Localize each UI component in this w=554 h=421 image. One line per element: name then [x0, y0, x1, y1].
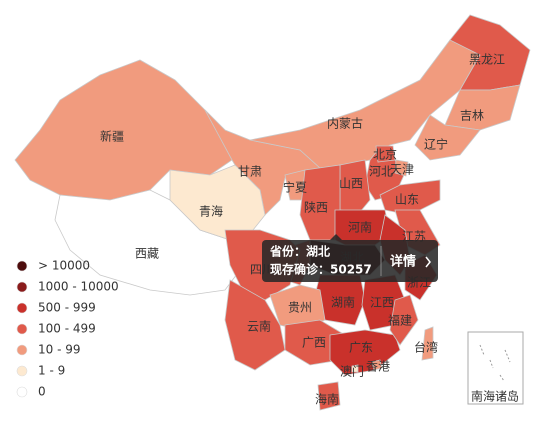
province [351, 364, 359, 373]
inset-islands [479, 344, 511, 382]
tooltip[interactable]: 省份：湖北 现存确诊：50257 详情 [262, 234, 438, 282]
province-label: 香港 [366, 360, 390, 374]
province-label: 台湾 [414, 340, 438, 355]
inset-label: 南海诸岛 [471, 389, 519, 404]
province-label: 澳门 [340, 364, 364, 379]
legend: > 10000 1000 - 10000 500 - 999 100 - 499 10 … [16, 259, 119, 399]
tooltip-chevron [425, 256, 431, 268]
legend-swatch [16, 302, 28, 314]
province [169, 164, 266, 241]
tooltip-detail[interactable]: 详情 [390, 254, 416, 270]
province [389, 294, 419, 346]
province [394, 159, 409, 177]
inset-box [467, 331, 524, 405]
tooltip-province: 省份：湖北 [269, 244, 330, 259]
legend-swatch [16, 344, 28, 356]
province-label: 甘肃 [238, 165, 262, 179]
province-label: 福建 [388, 313, 412, 328]
province [54, 189, 241, 296]
legend-label: 100 - 499 [38, 322, 96, 336]
legend-label: 10 - 99 [38, 343, 81, 357]
province-label: 云南 [247, 319, 271, 334]
province-label: 江西 [370, 296, 394, 310]
legend-swatch [16, 323, 28, 335]
legend-label: 500 - 999 [38, 301, 96, 315]
provinces: 新疆西藏甘肃青海内蒙古黑龙江吉林辽宁河北北京天津山西宁夏陕西山东河南江苏湖北四川… [14, 14, 531, 411]
legend-label: 1 - 9 [38, 364, 65, 378]
province-label: 辽宁 [424, 137, 448, 152]
legend-swatch [16, 260, 28, 272]
legend-label: 0 [38, 385, 46, 399]
province-label: 内蒙古 [327, 116, 363, 131]
legend-label: 1000 - 10000 [38, 280, 119, 294]
province-label: 西藏 [135, 247, 159, 261]
south-china-sea-inset: 南海诸岛 [467, 331, 524, 405]
province-label: 河南 [348, 220, 372, 235]
province-label: 广东 [349, 341, 373, 355]
province-label: 湖南 [331, 295, 355, 310]
province-label: 天津 [390, 163, 414, 177]
legend-swatch [16, 365, 28, 377]
province [421, 326, 434, 361]
province-label: 河北 [369, 165, 393, 179]
province [329, 329, 401, 376]
province [371, 359, 383, 371]
province-label: 海南 [315, 392, 339, 407]
legend-swatch [16, 386, 28, 398]
province-label: 北京 [373, 148, 397, 162]
province-label: 宁夏 [283, 180, 307, 195]
province-label: 广西 [302, 336, 326, 350]
province-label: 山西 [339, 177, 363, 191]
province-label: 吉林 [460, 109, 484, 123]
province [224, 279, 286, 371]
province-label: 黑龙江 [469, 53, 505, 67]
legend-swatch [16, 281, 28, 293]
tooltip-arrow [330, 234, 342, 240]
tooltip-box [262, 240, 438, 282]
province [317, 381, 341, 411]
legend-label: > 10000 [38, 259, 90, 273]
province-label: 陕西 [304, 200, 328, 215]
tooltip-count: 现存确诊：50257 [270, 262, 372, 277]
province-label: 贵州 [288, 301, 312, 315]
province-label: 青海 [199, 204, 223, 219]
province-label: 山东 [395, 193, 419, 207]
province [414, 114, 481, 161]
province [375, 145, 396, 163]
province-label: 新疆 [100, 129, 124, 144]
